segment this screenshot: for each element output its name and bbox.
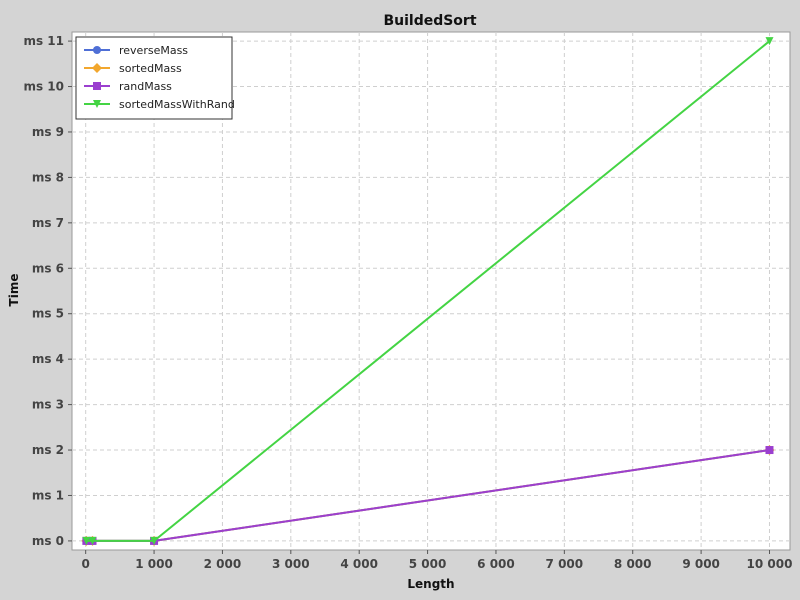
- x-tick-label: 3 000: [272, 557, 310, 571]
- x-tick-label: 10 000: [747, 557, 793, 571]
- y-tick-label: ms 1: [32, 488, 64, 502]
- legend-item: sortedMass: [84, 62, 182, 75]
- series-line: [86, 40, 771, 542]
- y-axis-label: Time: [7, 274, 21, 307]
- y-tick-label: ms 7: [32, 216, 64, 230]
- x-tick-label: 9 000: [682, 557, 720, 571]
- legend-label: sortedMass: [119, 62, 182, 75]
- x-tick-label: 6 000: [477, 557, 515, 571]
- y-tick-label: ms 8: [32, 170, 64, 184]
- legend-marker: [93, 46, 101, 54]
- data-point: [765, 37, 774, 46]
- x-tick-label: 2 000: [204, 557, 242, 571]
- series-sortedMassWithRand: [82, 37, 774, 545]
- legend-label: sortedMassWithRand: [119, 98, 235, 111]
- y-tick-label: ms 10: [23, 80, 64, 94]
- y-tick-label: ms 11: [23, 34, 64, 48]
- data-point: [88, 536, 97, 545]
- legend-marker: [93, 100, 101, 108]
- y-tick-label: ms 2: [32, 443, 64, 457]
- legend: reverseMass sortedMass randMass sortedMassW…: [75, 36, 235, 120]
- legend-label: reverseMass: [119, 44, 188, 57]
- grid: [72, 32, 790, 550]
- axes: 0 1 000 2 000 3 000 4 000 5 000 6 000 7 000 8 00…: [23, 34, 792, 571]
- x-tick-label: 8 000: [614, 557, 652, 571]
- y-tick-label: ms 6: [32, 261, 64, 275]
- x-tick-label: 1 000: [135, 557, 173, 571]
- chart-title: BuildedSort: [383, 13, 476, 29]
- x-tick-label: 7 000: [546, 557, 584, 571]
- data-point: [765, 446, 774, 455]
- y-tick-label: ms 0: [32, 534, 64, 548]
- data-point: [82, 536, 91, 545]
- legend-item: randMass: [84, 80, 172, 93]
- legend-item: sortedMassWithRand: [84, 98, 235, 111]
- x-tick-label: 5 000: [409, 557, 447, 571]
- series-layer: [81, 37, 775, 546]
- y-tick-label: ms 3: [32, 398, 64, 412]
- y-tick-label: ms 5: [32, 307, 64, 321]
- legend-item: reverseMass: [84, 44, 188, 57]
- y-tick-label: ms 9: [32, 125, 64, 139]
- legend-marker: [93, 82, 101, 90]
- x-tick-label: 0: [81, 557, 89, 571]
- legend-marker: [92, 63, 102, 73]
- x-axis-label: Length: [407, 577, 454, 591]
- legend-label: randMass: [119, 80, 172, 93]
- data-point: [150, 536, 159, 545]
- y-tick-label: ms 4: [32, 352, 64, 366]
- x-tick-label: 4 000: [340, 557, 378, 571]
